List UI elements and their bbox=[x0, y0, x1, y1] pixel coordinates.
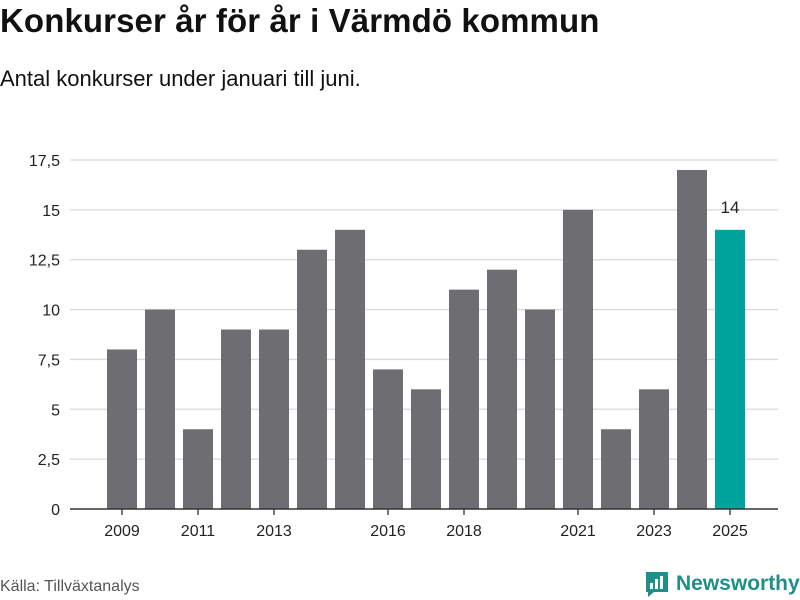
bar-2023 bbox=[639, 389, 669, 509]
chart-subtitle: Antal konkurser under januari till juni. bbox=[0, 66, 361, 91]
x-tick-label: 2011 bbox=[181, 523, 216, 540]
bar-2009 bbox=[107, 349, 137, 509]
x-tick-label: 2009 bbox=[104, 523, 140, 540]
axes: 0 2,5 5 7,5 10 12,5 15 17,5 2009 2011 2013 2016 2018… bbox=[29, 153, 778, 540]
x-tick-label: 2021 bbox=[560, 523, 596, 540]
source-note: Källa: Tillväxtanalys bbox=[0, 578, 140, 595]
y-tick-label: 2,5 bbox=[38, 452, 60, 469]
bars bbox=[107, 169, 745, 510]
y-tick-label: 7,5 bbox=[38, 352, 60, 369]
x-tick-label: 2018 bbox=[446, 523, 482, 540]
y-tick-label: 17,5 bbox=[29, 153, 60, 170]
newsworthy-logo: Newsworthy bbox=[644, 569, 800, 599]
y-tick-label: 5 bbox=[51, 402, 60, 419]
y-tick-label: 0 bbox=[51, 502, 60, 519]
bar-2012 bbox=[221, 329, 251, 509]
bar-2014 bbox=[297, 249, 327, 509]
logo-text: Newsworthy bbox=[676, 572, 800, 595]
bar-2015 bbox=[335, 229, 365, 510]
x-tick-label: 2025 bbox=[712, 523, 748, 540]
x-tick-label: 2013 bbox=[256, 523, 292, 540]
y-tick-label: 12,5 bbox=[29, 253, 60, 270]
data-label-2025: 14 bbox=[721, 198, 740, 217]
bar-2021 bbox=[563, 209, 593, 509]
newsworthy-chart-icon bbox=[646, 572, 668, 597]
x-tick-label: 2016 bbox=[370, 523, 406, 540]
bar-2019 bbox=[487, 269, 517, 509]
bar-2013 bbox=[259, 329, 289, 509]
bar-2020 bbox=[525, 309, 555, 509]
x-tick-label: 2023 bbox=[636, 523, 672, 540]
chart-title: Konkurser år för år i Värmdö kommun bbox=[0, 2, 600, 39]
bar-2017 bbox=[411, 389, 441, 509]
bar-2022 bbox=[601, 429, 631, 509]
y-tick-label: 15 bbox=[42, 203, 60, 220]
bar-2018 bbox=[449, 289, 479, 509]
y-tick-label: 10 bbox=[42, 303, 60, 320]
bar-2024 bbox=[677, 169, 707, 509]
bar-2016 bbox=[373, 369, 403, 509]
data-labels: 14 bbox=[721, 198, 740, 217]
bar-2010 bbox=[145, 309, 175, 509]
bar-2025 bbox=[715, 229, 745, 510]
bar-2011 bbox=[183, 429, 213, 509]
